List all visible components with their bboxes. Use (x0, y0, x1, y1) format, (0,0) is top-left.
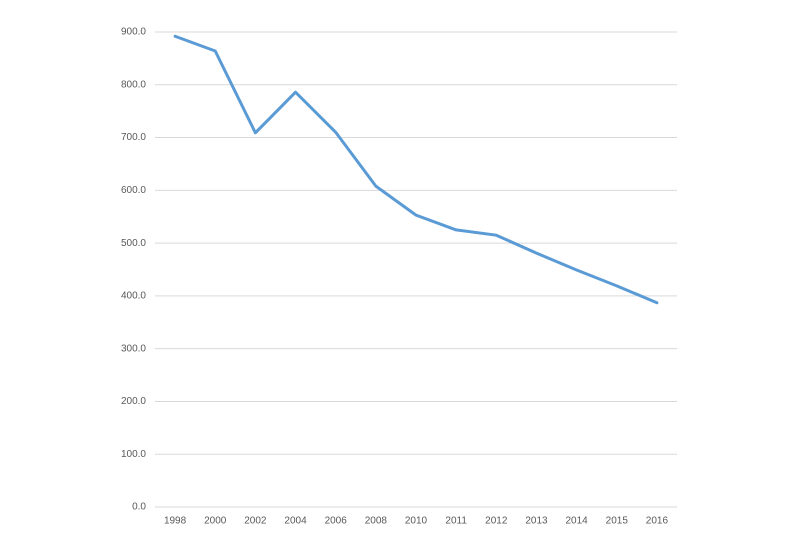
y-tick-label: 500.0 (121, 238, 146, 249)
x-tick-label: 2008 (365, 516, 388, 527)
y-tick-label: 600.0 (121, 185, 146, 196)
data-line (173, 34, 659, 305)
y-tick-label: 0.0 (132, 502, 146, 513)
x-tick-label: 2016 (646, 516, 669, 527)
y-tick-label: 100.0 (121, 449, 146, 460)
x-tick-label: 2004 (284, 516, 307, 527)
x-tick-label: 2000 (204, 516, 227, 527)
x-tick-label: 2002 (244, 516, 267, 527)
x-tick-label: 2015 (606, 516, 629, 527)
x-tick-label: 2010 (405, 516, 428, 527)
x-tick-label: 2013 (525, 516, 548, 527)
y-tick-label: 400.0 (121, 291, 146, 302)
y-tick-label: 700.0 (121, 132, 146, 143)
x-tick-label: 2014 (565, 516, 588, 527)
y-tick-label: 800.0 (121, 79, 146, 90)
x-tick-label: 2006 (325, 516, 348, 527)
x-tick-label: 2011 (445, 516, 467, 527)
y-tick-label: 200.0 (121, 396, 146, 407)
y-tick-label: 300.0 (121, 343, 146, 354)
x-tick-label: 1998 (164, 516, 187, 527)
x-tick-label: 2012 (485, 516, 508, 527)
y-tick-label: 900.0 (121, 27, 146, 38)
